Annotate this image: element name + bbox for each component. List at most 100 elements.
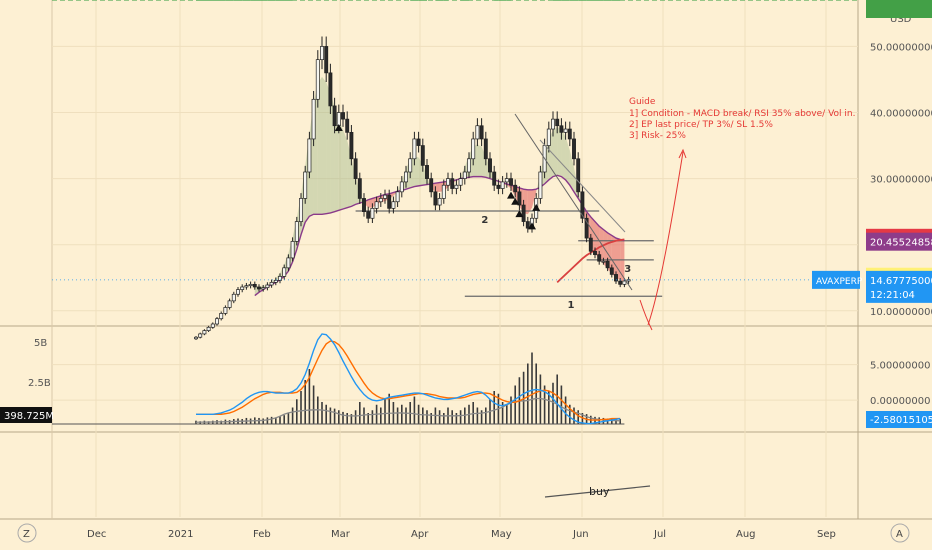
time-axis-label: Aug [736, 529, 756, 540]
candle-body [441, 184, 446, 199]
volume-bar [401, 404, 403, 424]
trend-cloud-segment [422, 164, 427, 186]
volume-bar [338, 410, 340, 424]
volume-bar [300, 391, 302, 424]
trend-line-inner[interactable] [539, 139, 626, 233]
candle-body [374, 201, 379, 209]
candle-body [269, 282, 274, 286]
candle-body [446, 178, 450, 186]
trend-cloud-segment [435, 182, 440, 192]
rsi-trend-line[interactable] [544, 485, 651, 498]
level-label-3: 3 [624, 264, 631, 275]
volume-bar [325, 404, 327, 424]
buy-annotation: buy [589, 485, 610, 498]
candle-body [517, 191, 522, 206]
candle-body [282, 267, 287, 277]
zoom-button[interactable] [17, 523, 37, 543]
last-price-label: 14.67775000 [870, 276, 932, 287]
volume-bar [380, 407, 382, 424]
candle-body [450, 178, 455, 189]
time-axis-label: Sep [817, 529, 836, 540]
trend-cloud-segment [611, 235, 616, 278]
volume-bar [535, 363, 537, 424]
price-tick-label: 40.00000000 [870, 109, 932, 120]
trend-line-upper[interactable] [514, 113, 633, 291]
volume-bar [485, 407, 487, 424]
volume-bar [552, 382, 554, 424]
trend-cloud-segment [485, 156, 490, 179]
volume-bar [367, 413, 369, 424]
volume-bar [480, 410, 483, 424]
level-label-1: 1 [568, 300, 575, 311]
candle-body [492, 171, 497, 186]
auto-scale-button[interactable] [890, 523, 910, 543]
buy-signal-marker [532, 203, 541, 211]
volume-bar [438, 410, 441, 424]
rsi-value-tag-bg [866, 0, 932, 18]
candle-body [261, 287, 266, 290]
candle-body [479, 125, 484, 140]
candle-body [278, 276, 282, 281]
candle-body [307, 138, 312, 173]
candle-body [303, 171, 308, 199]
candle-body [336, 112, 341, 127]
volume-bar [539, 374, 542, 424]
guide-line-3: 3] Risk- 25% [629, 131, 686, 141]
candle-body [202, 330, 207, 335]
trend-cloud-segment [561, 129, 566, 180]
candle-body [546, 128, 551, 146]
candle-body [206, 326, 211, 331]
candle-body [614, 274, 618, 282]
price-tick-label: 30.00000000 [870, 175, 932, 186]
macd-tick-label: 0.00000000 [870, 396, 930, 407]
trend-cloud-segment [557, 127, 562, 177]
trend-cloud-segment [569, 150, 574, 192]
candle-body [353, 158, 358, 179]
guide-title: Guide [629, 97, 656, 107]
symbol-tag-bg[interactable] [812, 270, 860, 289]
candle-body [509, 178, 513, 186]
time-axis-label: Dec [87, 529, 106, 540]
rsi-value-label: 35.07823900 [870, 0, 932, 3]
candle-body [341, 112, 345, 120]
candle-body [378, 198, 383, 203]
trend-cloud-segment [553, 127, 558, 177]
volume-bar [308, 369, 311, 424]
candle-body [349, 131, 354, 160]
candle-body [198, 333, 203, 338]
time-axis-label: Mar [331, 529, 351, 540]
candle-body [593, 250, 597, 255]
trend-cloud-segment [532, 189, 537, 208]
macd-value-tag-bg [866, 411, 932, 428]
guide-line-1: 1] Condition - MACD break/ RSI 35% above… [629, 109, 855, 119]
buy-signal-marker [515, 210, 524, 218]
volume-bar [430, 413, 432, 424]
candle-body [454, 184, 459, 189]
candle-body [324, 46, 329, 74]
volume-bar [346, 413, 348, 424]
candle-body [215, 318, 219, 325]
candle-body [412, 138, 417, 160]
price-tick-label: 10.00000000 [870, 307, 932, 318]
trend-cloud-segment [322, 76, 327, 215]
buy-signal-marker [507, 191, 515, 199]
volume-bar [275, 417, 277, 424]
candle-body [286, 257, 291, 269]
trend-cloud-segment [317, 76, 322, 215]
volume-bar [195, 420, 197, 424]
volume-bar [396, 407, 399, 424]
volume-bar [422, 407, 424, 424]
volume-bar [321, 402, 323, 424]
candle-body [366, 211, 371, 219]
candle-body [299, 198, 303, 222]
volume-bar [514, 385, 516, 424]
candle-body [601, 260, 606, 263]
symbol-tag-label: AVAXPERP [816, 277, 863, 287]
candle-body [252, 283, 257, 288]
candle-body [588, 237, 593, 252]
candle-body [462, 171, 467, 179]
buy-signal-marker [334, 124, 343, 132]
price-tick-label: 50.00000000 [870, 42, 932, 53]
